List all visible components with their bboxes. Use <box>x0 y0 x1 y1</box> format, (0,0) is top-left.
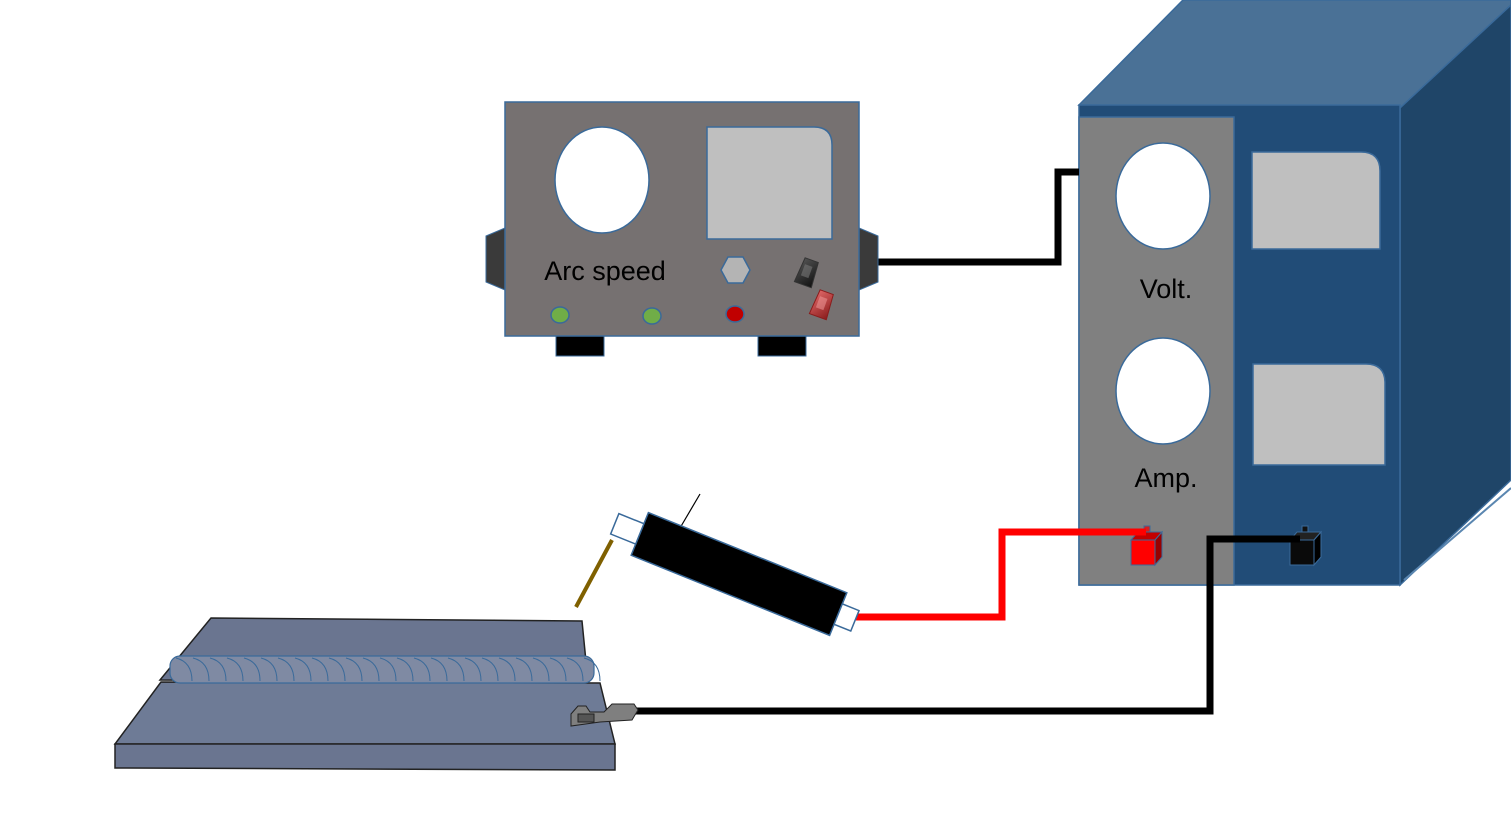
controller-right-handle <box>858 227 879 291</box>
ground-clamp <box>570 703 639 727</box>
weld-ripple <box>379 657 397 682</box>
weld-ripple <box>583 657 601 682</box>
red-indicator <box>725 305 745 323</box>
weld-ripple <box>464 657 482 682</box>
arc-speed-controller: Arc speed <box>485 101 879 357</box>
weld-ripple <box>396 657 414 682</box>
welding-torch <box>574 493 860 637</box>
controller-right-foot <box>757 334 807 357</box>
voltage-gauge <box>1115 142 1211 250</box>
red-connector-icon <box>808 289 834 321</box>
weld-ripple <box>566 657 584 682</box>
weld-ripple <box>447 657 465 682</box>
torch-body <box>630 511 848 637</box>
weld-ripple <box>413 657 431 682</box>
power-source-edge <box>1403 487 1511 581</box>
controller-left-foot <box>555 334 605 357</box>
front-plate-edge <box>114 743 616 771</box>
weld-bead <box>169 655 595 684</box>
weld-ripple <box>209 657 227 682</box>
current-display <box>1252 363 1386 466</box>
weld-ripple <box>277 657 295 682</box>
power-source-side <box>1399 3 1511 587</box>
power-source: Volt. Amp. <box>1077 0 1511 587</box>
weld-ripple <box>362 657 380 682</box>
weld-ripple <box>243 657 261 682</box>
positive-cable <box>856 528 1146 621</box>
weld-ripples <box>175 657 601 682</box>
weld-ripple <box>549 657 567 682</box>
green-indicator-1 <box>550 306 570 324</box>
voltage-display <box>1251 151 1381 250</box>
weld-ripple <box>328 657 346 682</box>
torch-nozzle <box>609 512 645 546</box>
hex-adjust-knob <box>720 256 751 284</box>
weld-ripple <box>192 657 210 682</box>
weld-ripple <box>311 657 329 682</box>
front-plate-top <box>113 681 616 745</box>
weld-ripple <box>498 657 516 682</box>
weld-ripple <box>532 657 550 682</box>
torch-wire <box>679 493 701 529</box>
arc-speed-label: Arc speed <box>544 256 666 286</box>
speed-gauge <box>554 126 650 234</box>
weld-ripple <box>260 657 278 682</box>
black-connector-icon <box>793 257 819 289</box>
electrode-rod <box>574 539 614 608</box>
ground-cable <box>632 535 1300 715</box>
workpiece <box>113 617 639 771</box>
green-indicator-2 <box>642 307 662 325</box>
torch-rear-cap <box>833 602 860 633</box>
weld-ripple <box>481 657 499 682</box>
weld-ripple <box>515 657 533 682</box>
voltage-label: Volt. <box>1140 274 1193 304</box>
weld-ripple <box>175 657 193 682</box>
controller-left-handle <box>485 227 506 291</box>
weld-ripple <box>226 657 244 682</box>
weld-ripple <box>345 657 363 682</box>
weld-ripple <box>430 657 448 682</box>
current-gauge <box>1115 337 1211 445</box>
current-label: Amp. <box>1134 463 1197 493</box>
control-cable <box>878 168 1079 266</box>
controller-display <box>706 126 833 240</box>
weld-ripple <box>294 657 312 682</box>
